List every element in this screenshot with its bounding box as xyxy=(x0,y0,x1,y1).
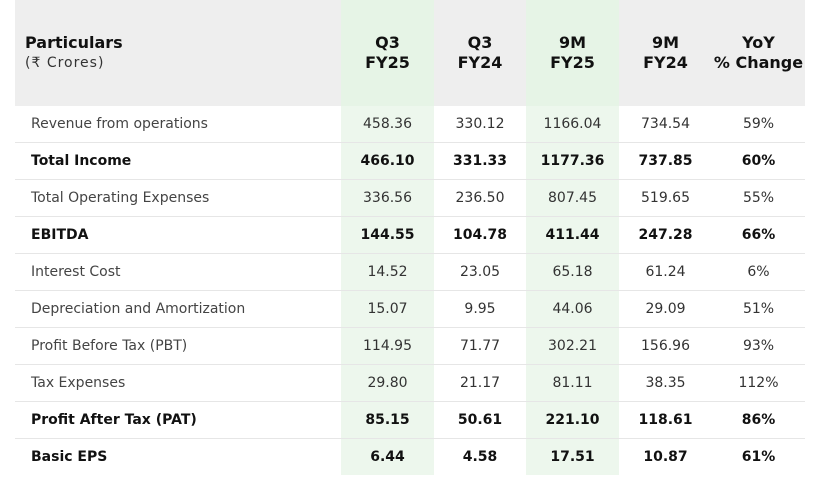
header-9m-fy25: 9M FY25 xyxy=(526,0,619,106)
cell-q3-fy24: 50.61 xyxy=(434,401,526,439)
cell-9m-fy24: 734.54 xyxy=(619,106,712,143)
cell-9m-fy24: 156.96 xyxy=(619,327,712,365)
cell-yoy-change: 93% xyxy=(712,327,805,365)
table-row: Basic EPS 6.44 4.58 17.51 10.87 61% xyxy=(15,438,805,475)
table-row: EBITDA 144.55 104.78 411.44 247.28 66% xyxy=(15,216,805,254)
row-label: Profit After Tax (PAT) xyxy=(15,401,341,439)
cell-9m-fy24: 247.28 xyxy=(619,216,712,254)
cell-9m-fy25: 44.06 xyxy=(526,290,619,328)
cell-9m-fy24: 61.24 xyxy=(619,253,712,291)
cell-9m-fy25: 302.21 xyxy=(526,327,619,365)
cell-9m-fy25: 17.51 xyxy=(526,438,619,475)
header-q3-fy25: Q3 FY25 xyxy=(341,0,434,106)
cell-q3-fy25: 144.55 xyxy=(341,216,434,254)
table-header: Particulars (₹ Crores) Q3 FY25 Q3 FY24 9… xyxy=(15,0,805,106)
units-label: (₹ Crores) xyxy=(25,55,105,71)
particulars-title: Particulars xyxy=(25,33,123,52)
cell-q3-fy24: 330.12 xyxy=(434,106,526,143)
cell-yoy-change: 66% xyxy=(712,216,805,254)
cell-yoy-change: 61% xyxy=(741,449,776,465)
row-label: Revenue from operations xyxy=(15,106,341,143)
financial-results-table: Particulars (₹ Crores) Q3 FY25 Q3 FY24 9… xyxy=(15,0,805,475)
cell-9m-fy24: 118.61 xyxy=(619,401,712,439)
cell-yoy-change: 86% xyxy=(712,401,805,439)
cell-q3-fy25: 114.95 xyxy=(341,327,434,365)
cell-q3-fy25: 15.07 xyxy=(341,290,434,328)
table-row: Interest Cost 14.52 23.05 65.18 61.24 6% xyxy=(15,253,805,291)
cell-q3-fy25: 466.10 xyxy=(341,142,434,180)
cell-yoy-change: 51% xyxy=(712,290,805,328)
cell-yoy-change: 6% xyxy=(712,253,805,291)
table-row: Tax Expenses 29.80 21.17 81.11 38.35 112% xyxy=(15,364,805,402)
row-label: Total Operating Expenses xyxy=(15,179,341,217)
cell-9m-fy24: 737.85 xyxy=(619,142,712,180)
cell-q3-fy24: 71.77 xyxy=(434,327,526,365)
cell-9m-fy25: 81.11 xyxy=(526,364,619,402)
cell-9m-fy24: 519.65 xyxy=(619,179,712,217)
header-line1: Q3 xyxy=(375,33,400,52)
cell-q3-fy24: 104.78 xyxy=(434,216,526,254)
cell-q3-fy24: 236.50 xyxy=(434,179,526,217)
cell-yoy-change: 112% xyxy=(712,364,805,402)
cell-9m-fy25: 1177.36 xyxy=(526,142,619,180)
cell-yoy-change: 59% xyxy=(712,106,805,143)
table-row: Depreciation and Amortization 15.07 9.95 44… xyxy=(15,290,805,328)
financial-results-table-wrapper: Particulars (₹ Crores) Q3 FY25 Q3 FY24 9… xyxy=(15,0,805,475)
header-particulars: Particulars (₹ Crores) xyxy=(15,0,341,106)
cell-9m-fy25: 1166.04 xyxy=(526,106,619,143)
cell-9m-fy24: 10.87 xyxy=(643,449,688,465)
row-label: Interest Cost xyxy=(15,253,341,291)
header-line2: FY25 xyxy=(365,53,410,72)
row-label: Total Income xyxy=(15,142,341,180)
cell-q3-fy24: 21.17 xyxy=(434,364,526,402)
table-row: Revenue from operations 458.36 330.12 1166.… xyxy=(15,106,805,143)
table-row: Total Operating Expenses 336.56 236.50 807.… xyxy=(15,179,805,217)
header-q3-fy24: Q3 FY24 xyxy=(434,0,526,106)
cell-q3-fy24: 4.58 xyxy=(462,449,498,465)
cell-q3-fy24: 331.33 xyxy=(434,142,526,180)
cell-yoy-change: 60% xyxy=(712,142,805,180)
row-label: Basic EPS xyxy=(31,449,108,465)
cell-q3-fy25: 85.15 xyxy=(341,401,434,439)
header-line2: % Change xyxy=(713,53,804,72)
header-line2: FY24 xyxy=(643,53,688,72)
row-label: Depreciation and Amortization xyxy=(15,290,341,328)
header-line1: 9M xyxy=(558,33,587,52)
header-row: Particulars (₹ Crores) Q3 FY25 Q3 FY24 9… xyxy=(15,0,805,106)
cell-9m-fy25: 65.18 xyxy=(526,253,619,291)
cell-q3-fy24: 9.95 xyxy=(434,290,526,328)
cell-q3-fy25: 29.80 xyxy=(341,364,434,402)
table-row: Profit Before Tax (PBT) 114.95 71.77 302.21… xyxy=(15,327,805,365)
table-row: Profit After Tax (PAT) 85.15 50.61 221.10 11… xyxy=(15,401,805,439)
header-9m-fy24: 9M FY24 xyxy=(619,0,712,106)
cell-q3-fy25: 458.36 xyxy=(341,106,434,143)
header-line2: FY25 xyxy=(550,53,595,72)
table-body: Revenue from operations 458.36 330.12 1166.… xyxy=(15,106,805,475)
cell-9m-fy24: 38.35 xyxy=(619,364,712,402)
cell-9m-fy25: 807.45 xyxy=(526,179,619,217)
header-line1: Q3 xyxy=(467,33,493,52)
row-label: Tax Expenses xyxy=(15,364,341,402)
cell-9m-fy25: 221.10 xyxy=(526,401,619,439)
cell-q3-fy25: 336.56 xyxy=(341,179,434,217)
table-row: Total Income 466.10 331.33 1177.36 737.85 60% xyxy=(15,142,805,180)
header-line1: YoY xyxy=(742,33,775,52)
cell-q3-fy25: 6.44 xyxy=(341,438,434,475)
cell-q3-fy24: 23.05 xyxy=(434,253,526,291)
header-yoy-change: YoY % Change xyxy=(712,0,805,106)
cell-9m-fy24: 29.09 xyxy=(619,290,712,328)
cell-yoy-change: 55% xyxy=(712,179,805,217)
cell-9m-fy25: 411.44 xyxy=(526,216,619,254)
cell-q3-fy25: 14.52 xyxy=(341,253,434,291)
header-line2: FY24 xyxy=(457,53,503,72)
row-label: Profit Before Tax (PBT) xyxy=(15,327,341,365)
row-label: EBITDA xyxy=(15,216,341,254)
header-line1: 9M xyxy=(651,33,680,52)
